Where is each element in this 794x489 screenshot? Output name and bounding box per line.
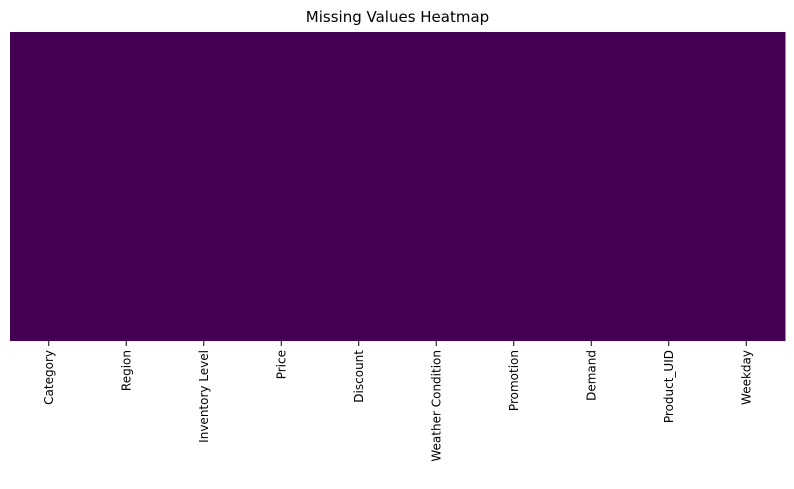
heatmap-cell-demand: [552, 32, 631, 341]
heatmap-cell-promotion: [475, 32, 553, 341]
x-tick-label: Category: [42, 350, 56, 405]
x-tick-label: Region: [119, 350, 133, 391]
heatmap-cell-price: [242, 32, 321, 341]
x-tick-label: Demand: [584, 350, 598, 401]
chart-title: Missing Values Heatmap: [305, 8, 490, 26]
heatmap-cell-region: [87, 32, 166, 341]
x-tick-label: Promotion: [507, 350, 521, 411]
heatmap-cell-weather-condition: [397, 32, 476, 341]
x-tick-label: Weather Condition: [429, 350, 443, 462]
heatmap-cell-weekday: [707, 32, 786, 341]
heatmap-cell-discount: [320, 32, 398, 341]
heatmap-cell-category: [10, 32, 88, 341]
heatmap-cell-product-uid: [630, 32, 708, 341]
x-tick-label: Price: [274, 350, 288, 379]
x-axis-tick-labels: Category Region Inventory Level Price Discou…: [42, 350, 754, 462]
x-tick-label: Weekday: [739, 350, 753, 405]
heatmap-cell-inventory-level: [165, 32, 243, 341]
x-tick-label: Product_UID: [662, 350, 676, 423]
x-tick-label: Inventory Level: [197, 350, 211, 443]
heatmap-cells: [10, 32, 786, 341]
x-axis-ticks: [48, 341, 747, 346]
x-tick-label: Discount: [352, 350, 366, 403]
